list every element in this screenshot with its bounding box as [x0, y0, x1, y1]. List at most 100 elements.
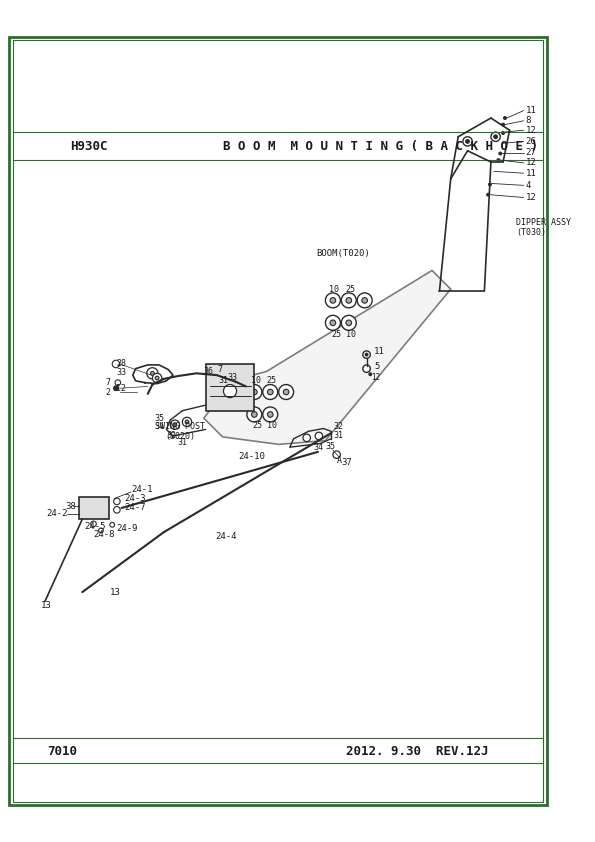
Circle shape	[466, 140, 469, 143]
Circle shape	[487, 194, 490, 196]
Text: 31: 31	[219, 376, 229, 386]
Text: 11: 11	[525, 168, 536, 178]
Text: 25: 25	[252, 421, 262, 430]
Circle shape	[151, 371, 154, 376]
Text: 2012. 9.30  REV.12J: 2012. 9.30 REV.12J	[346, 744, 488, 758]
Circle shape	[325, 316, 340, 330]
Circle shape	[170, 420, 180, 429]
Circle shape	[325, 293, 340, 308]
Circle shape	[494, 135, 497, 139]
Text: 12: 12	[371, 374, 380, 382]
Text: DIPPER ASSY
(T030): DIPPER ASSY (T030)	[516, 218, 571, 237]
Circle shape	[247, 407, 262, 422]
Circle shape	[499, 152, 502, 155]
Text: 32: 32	[334, 422, 344, 431]
Polygon shape	[204, 270, 451, 445]
Bar	[80, 497, 109, 520]
Circle shape	[333, 451, 340, 458]
Text: 24-4: 24-4	[215, 531, 237, 541]
Text: 24-2: 24-2	[47, 509, 68, 518]
Circle shape	[330, 320, 336, 326]
Circle shape	[283, 389, 289, 395]
Text: 24-8: 24-8	[93, 530, 115, 539]
Text: 11: 11	[374, 347, 385, 356]
Circle shape	[114, 498, 120, 504]
Text: 33: 33	[116, 368, 126, 377]
Text: 27: 27	[525, 148, 536, 157]
Text: 11: 11	[525, 106, 536, 115]
Circle shape	[267, 412, 273, 418]
Text: 37: 37	[342, 458, 352, 466]
Text: 33: 33	[227, 372, 237, 381]
Text: 5: 5	[374, 362, 380, 371]
Circle shape	[173, 423, 177, 427]
Text: 13: 13	[41, 600, 52, 610]
Circle shape	[330, 297, 336, 303]
Circle shape	[278, 385, 293, 399]
Circle shape	[252, 412, 257, 418]
Text: 35: 35	[325, 442, 336, 450]
Text: BOOM(T020): BOOM(T020)	[316, 249, 370, 258]
Circle shape	[99, 528, 104, 533]
Circle shape	[491, 132, 500, 141]
Text: 25: 25	[267, 376, 277, 386]
Text: 36: 36	[204, 367, 214, 376]
Circle shape	[115, 380, 121, 386]
Circle shape	[346, 297, 352, 303]
Text: 4: 4	[525, 181, 531, 189]
Circle shape	[147, 368, 158, 379]
Text: 13: 13	[110, 588, 121, 597]
Circle shape	[502, 123, 505, 126]
Text: 34: 34	[313, 443, 323, 451]
Text: 12: 12	[525, 193, 536, 202]
Text: 28: 28	[116, 360, 126, 369]
Circle shape	[263, 385, 278, 399]
Circle shape	[315, 432, 322, 440]
Circle shape	[369, 373, 372, 376]
Text: 7: 7	[106, 378, 111, 387]
Text: 24-1: 24-1	[131, 485, 152, 493]
Text: 25: 25	[331, 329, 341, 338]
Circle shape	[342, 293, 356, 308]
Text: 12: 12	[525, 125, 536, 135]
Circle shape	[185, 420, 189, 424]
Text: SWING POST
(S020): SWING POST (S020)	[155, 422, 205, 441]
Text: 24-10: 24-10	[239, 452, 265, 461]
Circle shape	[112, 360, 120, 368]
Text: 7010: 7010	[47, 744, 77, 758]
Text: 10: 10	[267, 421, 277, 430]
Circle shape	[346, 320, 352, 326]
Text: 25: 25	[345, 285, 355, 294]
Text: 31: 31	[178, 438, 187, 447]
Circle shape	[357, 293, 372, 308]
Text: 10: 10	[346, 329, 356, 338]
Text: 38: 38	[65, 502, 76, 510]
Text: 24-7: 24-7	[124, 504, 146, 513]
Circle shape	[497, 158, 500, 162]
Circle shape	[463, 136, 472, 146]
Circle shape	[114, 386, 118, 391]
Circle shape	[224, 385, 237, 397]
Circle shape	[365, 353, 368, 356]
Text: 8: 8	[525, 116, 531, 125]
Circle shape	[247, 385, 262, 399]
Circle shape	[362, 297, 368, 303]
Circle shape	[263, 407, 278, 422]
Text: A: A	[337, 456, 342, 465]
Text: 26: 26	[525, 137, 536, 146]
Text: 12: 12	[525, 158, 536, 168]
Text: 24-3: 24-3	[124, 494, 146, 504]
Circle shape	[114, 507, 120, 513]
Circle shape	[342, 316, 356, 330]
Text: 12: 12	[116, 384, 126, 392]
Circle shape	[303, 434, 311, 441]
Text: B O O M  M O U N T I N G ( B A C K H O E ): B O O M M O U N T I N G ( B A C K H O E …	[223, 140, 537, 152]
Circle shape	[488, 183, 491, 186]
Circle shape	[267, 389, 273, 395]
Bar	[206, 364, 254, 411]
Circle shape	[155, 376, 159, 380]
Text: 35: 35	[154, 413, 164, 423]
Text: 24-5: 24-5	[84, 522, 106, 531]
Circle shape	[363, 351, 370, 359]
Circle shape	[503, 117, 506, 120]
